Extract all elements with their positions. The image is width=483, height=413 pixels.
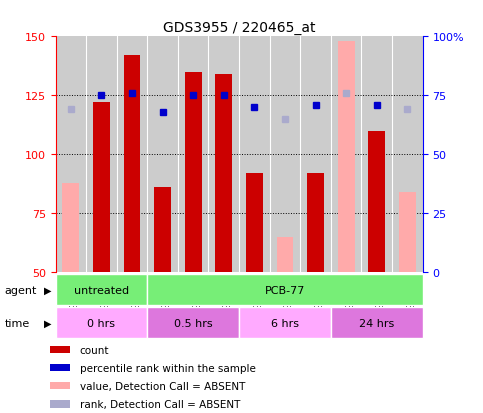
Text: value, Detection Call = ABSENT: value, Detection Call = ABSENT — [80, 381, 245, 391]
Bar — [239, 308, 331, 339]
Bar — [50, 382, 71, 389]
Text: agent: agent — [5, 285, 37, 295]
Bar — [277, 237, 293, 273]
Bar — [50, 364, 71, 371]
Bar — [369, 131, 385, 273]
Bar — [338, 42, 355, 273]
Bar — [185, 73, 201, 273]
Text: count: count — [80, 345, 109, 355]
Text: untreated: untreated — [74, 285, 129, 295]
Bar — [307, 174, 324, 273]
Bar — [154, 188, 171, 273]
Text: rank, Detection Call = ABSENT: rank, Detection Call = ABSENT — [80, 399, 240, 409]
Bar — [147, 275, 423, 306]
Bar — [50, 346, 71, 354]
Bar — [331, 308, 423, 339]
Text: ▶: ▶ — [43, 318, 51, 328]
Text: PCB-77: PCB-77 — [265, 285, 305, 295]
Bar — [56, 308, 147, 339]
Text: ▶: ▶ — [43, 285, 51, 295]
Text: time: time — [5, 318, 30, 328]
Bar — [50, 400, 71, 408]
Bar — [62, 183, 79, 273]
Text: 0 hrs: 0 hrs — [87, 318, 115, 328]
Bar — [56, 275, 147, 306]
Text: 0.5 hrs: 0.5 hrs — [174, 318, 213, 328]
Bar — [93, 103, 110, 273]
Title: GDS3955 / 220465_at: GDS3955 / 220465_at — [163, 21, 315, 35]
Bar — [147, 308, 239, 339]
Text: percentile rank within the sample: percentile rank within the sample — [80, 363, 256, 373]
Bar — [124, 56, 141, 273]
Bar — [399, 192, 416, 273]
Bar — [215, 75, 232, 273]
Bar — [246, 174, 263, 273]
Text: 6 hrs: 6 hrs — [271, 318, 299, 328]
Text: 24 hrs: 24 hrs — [359, 318, 394, 328]
